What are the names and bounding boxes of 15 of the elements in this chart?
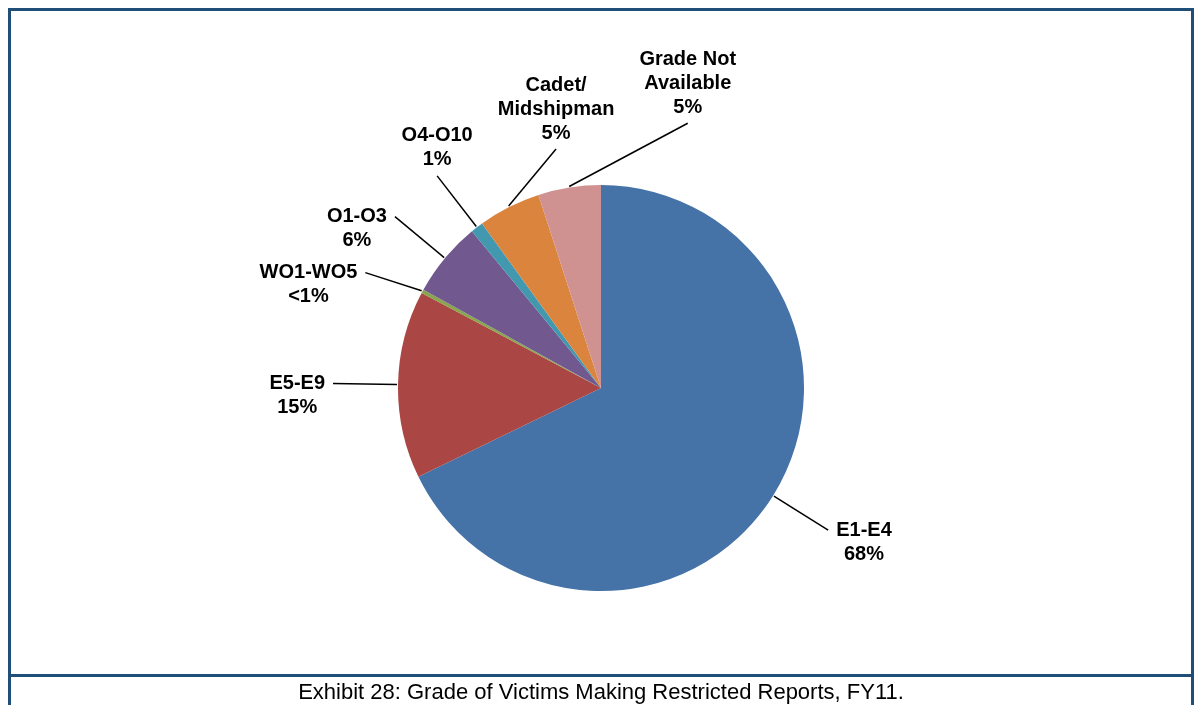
- data-label: 5%: [541, 120, 571, 143]
- slice-label: WO1-WO5: [259, 260, 358, 283]
- data-label: 5%: [673, 94, 703, 117]
- slice-label: O4-O10: [401, 123, 473, 146]
- data-label: 1%: [422, 147, 452, 170]
- data-label: <1%: [288, 284, 329, 307]
- slice-label: E5-E9: [269, 370, 326, 393]
- slice-label: O1-O3: [326, 204, 387, 227]
- data-label: 15%: [277, 394, 318, 417]
- data-label: 6%: [342, 228, 372, 251]
- slice-label: E1-E4: [836, 517, 893, 540]
- slice-label: Cadet/ Midshipman: [497, 72, 615, 119]
- text: Exhibit 28: Grade of Victims Making Restricted Reports, FY11.: [11, 674, 1191, 705]
- slice-label: Grade Not Available: [639, 46, 737, 93]
- data-label: 68%: [843, 541, 885, 564]
